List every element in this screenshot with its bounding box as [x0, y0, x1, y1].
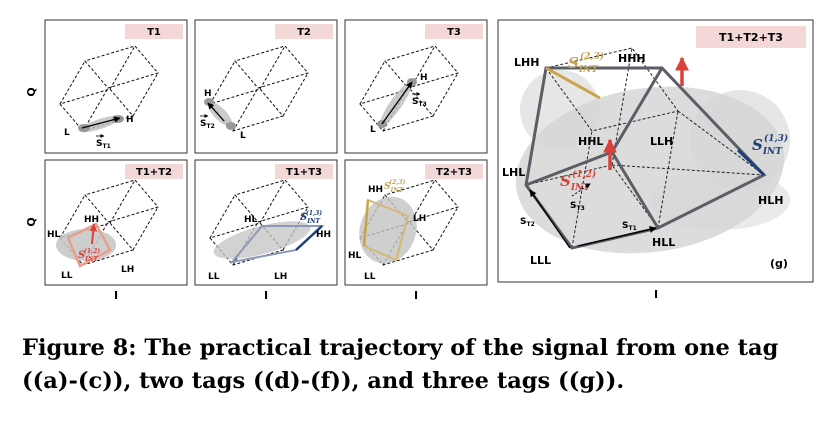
state-label-lh: LH	[274, 272, 287, 282]
panel-title-box	[125, 164, 183, 179]
cube-wireframe	[209, 45, 309, 132]
panel-title-box	[275, 164, 333, 179]
state-label-hlh: HLH	[758, 194, 783, 207]
scatter-cloud	[213, 221, 311, 259]
panel-title: T2	[297, 27, 311, 38]
panel-frame	[44, 19, 188, 154]
panel-title-box	[425, 24, 483, 39]
state-label-hh: HH	[316, 230, 331, 240]
trajectory-arrow	[207, 102, 225, 122]
panel-title: T1+T2+T3	[719, 31, 783, 44]
caption-line-1: Figure 8: The practical trajectory of th…	[22, 335, 779, 361]
state-label-ll: LL	[364, 272, 376, 282]
panel-title-box	[275, 24, 333, 39]
state-label-hhh: HHH	[618, 52, 646, 65]
panel-d: T1+T2 HH HL LL LH SINT(1,2)	[44, 159, 188, 286]
state-label-hl: HL	[244, 215, 258, 225]
state-label-lhh: LHH	[514, 56, 539, 69]
panel-e: T1+T3 HL HH LL LH SINT(1,3)	[194, 159, 338, 286]
state-label-ll: LL	[208, 272, 220, 282]
axis-label-q-bottom: Q	[25, 217, 38, 226]
state-label-hl: HL	[348, 251, 362, 261]
vector-label: ST3	[412, 97, 427, 108]
vector-label: SINT(1,3)	[300, 210, 322, 225]
state-label-h: H	[420, 73, 428, 83]
panel-b: T2 H L ST2	[194, 19, 338, 154]
panel-title: T1+T2	[136, 167, 172, 178]
state-label-hh: HH	[368, 185, 383, 195]
cube-wireframe	[209, 179, 309, 266]
panel-title: T2+T3	[436, 167, 472, 178]
state-label-h: H	[126, 115, 134, 125]
vector-label-t2: ST2	[520, 217, 535, 228]
trajectory-arrow	[381, 81, 413, 125]
axis-label-i-d: I	[114, 289, 118, 302]
state-label-lll: LLL	[530, 254, 551, 267]
panel-g: T1+T2+T3 LHH HHH HHL LLH LHL HLH HLL LLL…	[497, 19, 814, 283]
state-label-l: L	[370, 125, 376, 135]
vector-label-t1: ST1	[622, 221, 637, 232]
state-label-l: L	[64, 128, 70, 138]
state-label-hh: HH	[84, 215, 99, 225]
cube-wireframe	[59, 45, 159, 132]
vector-t1-arrow	[577, 226, 657, 247]
vector-label: ST2	[200, 119, 215, 130]
vector-t2-arrow	[529, 189, 571, 249]
state-label-ll: LL	[61, 271, 73, 281]
vector-label: SINT(1,2)	[78, 248, 100, 263]
state-label-lh: LH	[121, 265, 134, 275]
trajectory-edge-2-3	[545, 66, 601, 100]
cube-wireframe	[359, 45, 459, 132]
panel-title: T1+T3	[286, 167, 322, 178]
vector-label: SINT(2,3)	[384, 179, 406, 194]
vector-label: ST1	[96, 139, 111, 150]
panel-frame	[194, 19, 338, 154]
state-label-hl: HL	[47, 230, 61, 240]
axis-label-q-top: Q	[25, 87, 38, 96]
state-label-l: L	[240, 131, 246, 141]
axis-label-i-g: I	[654, 288, 658, 301]
state-label-llh: LLH	[650, 135, 673, 148]
panel-a: T1 L H ST1	[44, 19, 188, 154]
panel-f: T2+T3 HH LH HL LL SINT(2,3)	[344, 159, 488, 286]
interference-arrow	[89, 223, 98, 245]
panel-title: T1	[147, 27, 161, 38]
state-label-lhl: LHL	[502, 166, 525, 179]
panel-frame	[344, 19, 488, 154]
axis-label-i-f: I	[414, 289, 418, 302]
vector-label-t3: ST3	[570, 201, 585, 212]
trajectory-edge-1-3	[736, 148, 766, 177]
trajectory-path-edge	[362, 199, 370, 247]
panel-id-label: (g)	[770, 257, 788, 270]
trajectory-path-edge	[295, 225, 323, 251]
panel-title-box	[125, 24, 183, 39]
state-label-hll: HLL	[652, 236, 675, 249]
state-label-h: H	[204, 89, 212, 99]
panel-title-box	[696, 26, 806, 48]
figure-caption: Figure 8: The practical trajectory of th…	[22, 332, 822, 398]
trajectory-path	[66, 222, 112, 268]
trajectory-arrow	[81, 116, 121, 129]
panel-title: T3	[447, 27, 461, 38]
panel-c: T3 H L ST3	[344, 19, 488, 154]
caption-line-2: ((a)-(c)), two tags ((d)-(f)), and three…	[22, 368, 625, 394]
axis-label-i-e: I	[264, 289, 268, 302]
panel-title-box	[425, 164, 483, 179]
state-label-lh: LH	[413, 214, 426, 224]
state-label-hhl: HHL	[578, 135, 603, 148]
